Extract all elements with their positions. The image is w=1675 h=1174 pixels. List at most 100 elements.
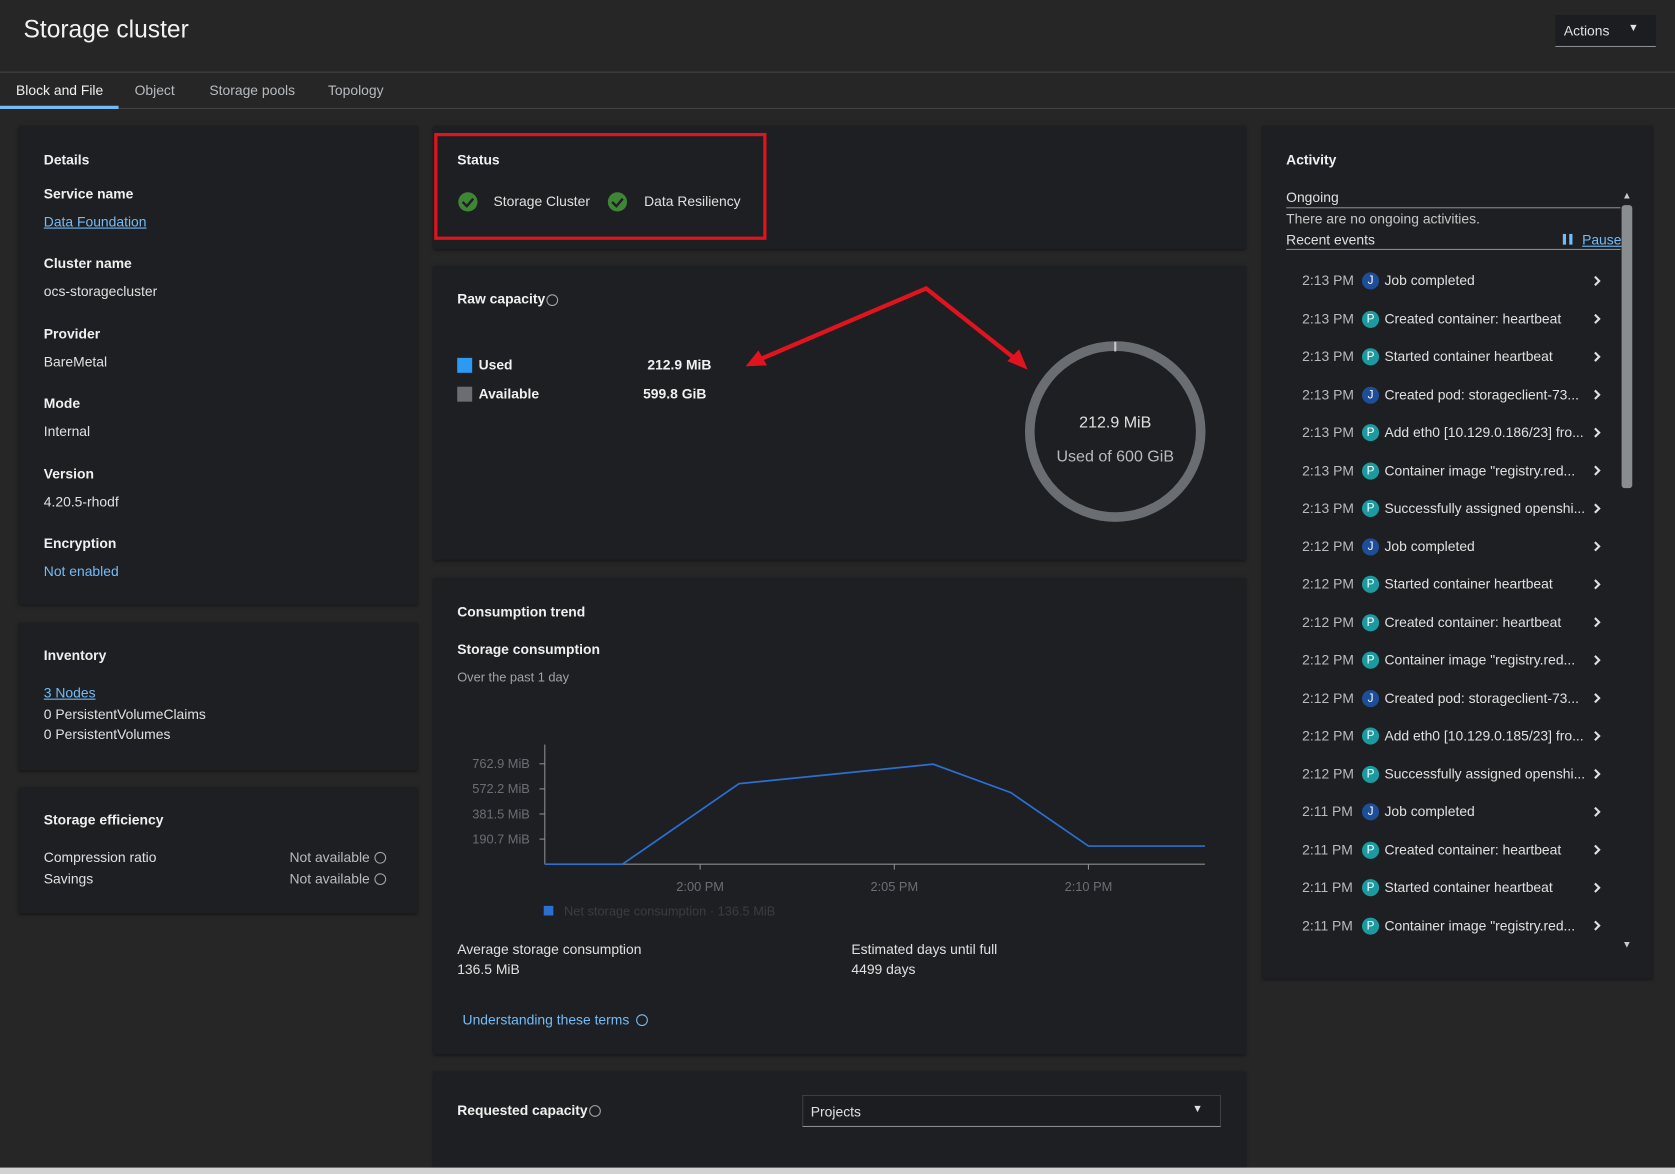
chevron	[1594, 351, 1601, 362]
event-text[interactable]: Created container: heartbeat	[1384, 841, 1562, 858]
tab[interactable]: Object	[134, 82, 175, 99]
divider	[1286, 248, 1621, 250]
card-title: Activity	[1286, 151, 1337, 168]
actions-button[interactable]: Actions ▼	[1555, 14, 1656, 48]
y-tick-label: 381.5 MiB	[472, 806, 530, 821]
chevron	[1594, 920, 1601, 931]
field-value: BareMetal	[43, 353, 108, 370]
event-text[interactable]: Created container: heartbeat	[1384, 310, 1562, 327]
pause-icon	[1569, 233, 1573, 245]
nodes-link[interactable]: 3 Nodes	[43, 684, 96, 701]
legend-swatch	[457, 386, 473, 402]
chevron	[1594, 313, 1601, 324]
chevron	[1594, 655, 1601, 666]
select-label: Projects	[810, 1103, 861, 1120]
project-select[interactable]: Projects ▼	[802, 1094, 1221, 1127]
event-time: 2:13 PM	[1302, 499, 1354, 516]
efficiency-card	[19, 787, 418, 914]
y-tick-label: 190.7 MiB	[472, 831, 530, 846]
row-label: Savings	[43, 870, 94, 887]
field-label: Cluster name	[43, 255, 132, 272]
tab[interactable]: Block and File	[16, 82, 104, 99]
pause-button[interactable]: Pause	[1582, 231, 1622, 248]
status-card	[433, 126, 1246, 249]
divider	[0, 71, 1675, 73]
annotation-arrow	[750, 285, 1025, 368]
ongoing-empty: There are no ongoing activities.	[1286, 210, 1480, 227]
stat-value: 4499 days	[851, 961, 916, 978]
help-icon	[636, 1014, 648, 1027]
details-card	[19, 126, 418, 605]
donut-caption: Used of 600 GiB	[1056, 447, 1174, 465]
stat-label: Average storage consumption	[457, 941, 642, 958]
chevron	[1594, 503, 1601, 514]
scrollbar	[1621, 205, 1633, 489]
status-icon	[607, 192, 628, 212]
row-label: Compression ratio	[43, 849, 157, 866]
field-label: Provider	[43, 325, 101, 342]
event-text[interactable]: Successfully assigned openshi...	[1384, 765, 1586, 782]
terms-link[interactable]: Understanding these terms	[462, 1011, 630, 1028]
raw-capacity-card	[433, 265, 1246, 560]
field-label: Mode	[43, 395, 81, 412]
field-label: Service name	[43, 185, 134, 202]
event-badge: P	[1362, 499, 1380, 518]
event-badge: P	[1362, 727, 1380, 745]
event-text[interactable]: Job completed	[1384, 803, 1475, 820]
event-badge: P	[1362, 917, 1380, 935]
help-icon	[374, 851, 387, 864]
event-time: 2:12 PM	[1302, 727, 1354, 744]
event-text[interactable]: Container image "registry.red...	[1384, 651, 1576, 668]
pause-icon	[1562, 233, 1567, 245]
event-text[interactable]: Created pod: storageclient-73...	[1384, 689, 1579, 706]
page-title: Storage cluster	[23, 14, 189, 43]
active-tab-indicator	[0, 105, 119, 109]
event-time: 2:12 PM	[1302, 651, 1354, 668]
event-time: 2:11 PM	[1302, 917, 1353, 934]
field-value: Internal	[43, 423, 91, 440]
event-text[interactable]: Container image "registry.red...	[1384, 917, 1576, 934]
event-badge: J	[1362, 272, 1380, 290]
event-text[interactable]: Started container heartbeat	[1384, 879, 1553, 896]
chevron	[1594, 882, 1601, 893]
tab[interactable]: Topology	[327, 82, 384, 99]
field-value: 4.20.5-rhodf	[43, 493, 119, 510]
legend-name: Available	[478, 385, 540, 402]
event-text[interactable]: Created container: heartbeat	[1384, 613, 1562, 630]
event-time: 2:12 PM	[1302, 575, 1354, 592]
event-text[interactable]: Job completed	[1384, 272, 1475, 289]
event-time: 2:13 PM	[1302, 348, 1354, 365]
event-text[interactable]: Add eth0 [10.129.0.185/23] fro...	[1384, 727, 1584, 744]
trend-line	[544, 763, 1205, 866]
event-time: 2:12 PM	[1302, 613, 1354, 630]
donut-value: 212.9 MiB	[1079, 413, 1151, 431]
event-time: 2:13 PM	[1302, 462, 1354, 479]
event-text[interactable]: Created pod: storageclient-73...	[1384, 386, 1579, 403]
field-value: ocs-storagecluster	[43, 283, 158, 300]
inventory-item: 0 PersistentVolumeClaims	[43, 706, 206, 723]
chevron	[1594, 617, 1601, 628]
highlight-box	[434, 132, 767, 240]
chevron	[1594, 844, 1601, 855]
field-label: Encryption	[43, 535, 117, 552]
x-tick-label: 2:10 PM	[1065, 879, 1113, 894]
event-text[interactable]: Job completed	[1384, 537, 1475, 554]
activity-card	[1262, 126, 1653, 979]
event-badge: P	[1362, 348, 1380, 366]
event-time: 2:13 PM	[1302, 424, 1354, 441]
event-text[interactable]: Started container heartbeat	[1384, 575, 1553, 592]
event-text[interactable]: Container image "registry.red...	[1384, 462, 1576, 479]
event-text[interactable]: Started container heartbeat	[1384, 348, 1553, 365]
scroll-up: ▲	[1622, 191, 1632, 202]
event-time: 2:11 PM	[1302, 803, 1353, 820]
event-text[interactable]: Add eth0 [10.129.0.186/23] fro...	[1384, 424, 1584, 441]
legend-swatch	[457, 357, 473, 373]
field-value[interactable]: Data Foundation	[43, 213, 147, 230]
tab[interactable]: Storage pools	[209, 82, 296, 99]
card-title: Raw capacity	[457, 290, 546, 307]
divider	[1286, 207, 1621, 209]
event-text[interactable]: Successfully assigned openshi...	[1384, 499, 1586, 516]
chevron	[1594, 806, 1601, 817]
